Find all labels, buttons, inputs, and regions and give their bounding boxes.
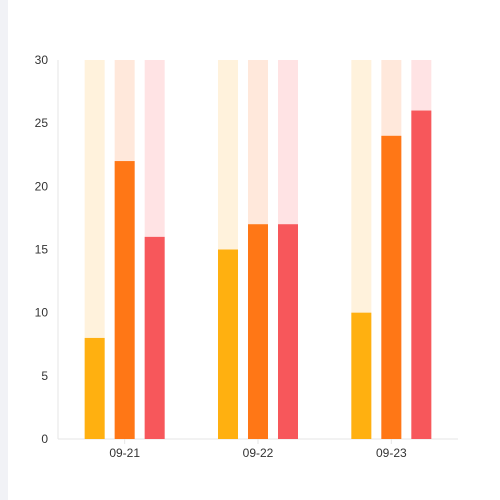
x-tick-label: 09-22	[243, 446, 274, 460]
y-axis: 0 5 10 15 20 25 30	[35, 53, 59, 446]
y-tick-label: 20	[35, 179, 49, 193]
y-tick-label: 25	[35, 116, 49, 130]
bar-group	[84, 60, 165, 440]
bar-group	[351, 60, 432, 440]
x-tick-label: 09-21	[109, 446, 140, 460]
y-tick-label: 10	[35, 306, 49, 320]
bar	[144, 236, 165, 439]
y-tick-label: 30	[35, 53, 49, 67]
bars	[84, 60, 432, 440]
bar	[278, 224, 298, 439]
y-tick-label: 5	[41, 369, 48, 383]
bar	[218, 249, 238, 439]
x-tick-label: 09-23	[376, 446, 407, 460]
bar	[248, 224, 268, 439]
bar	[381, 135, 402, 440]
bar	[351, 312, 372, 439]
y-tick-label: 15	[35, 243, 49, 257]
bar-group	[218, 60, 298, 439]
bar	[411, 110, 432, 440]
x-axis: 09-21 09-22 09-23	[58, 438, 458, 460]
left-sidebar-strip	[0, 0, 8, 500]
bar	[114, 161, 135, 440]
bar	[84, 337, 105, 439]
y-tick-label: 0	[41, 432, 48, 446]
